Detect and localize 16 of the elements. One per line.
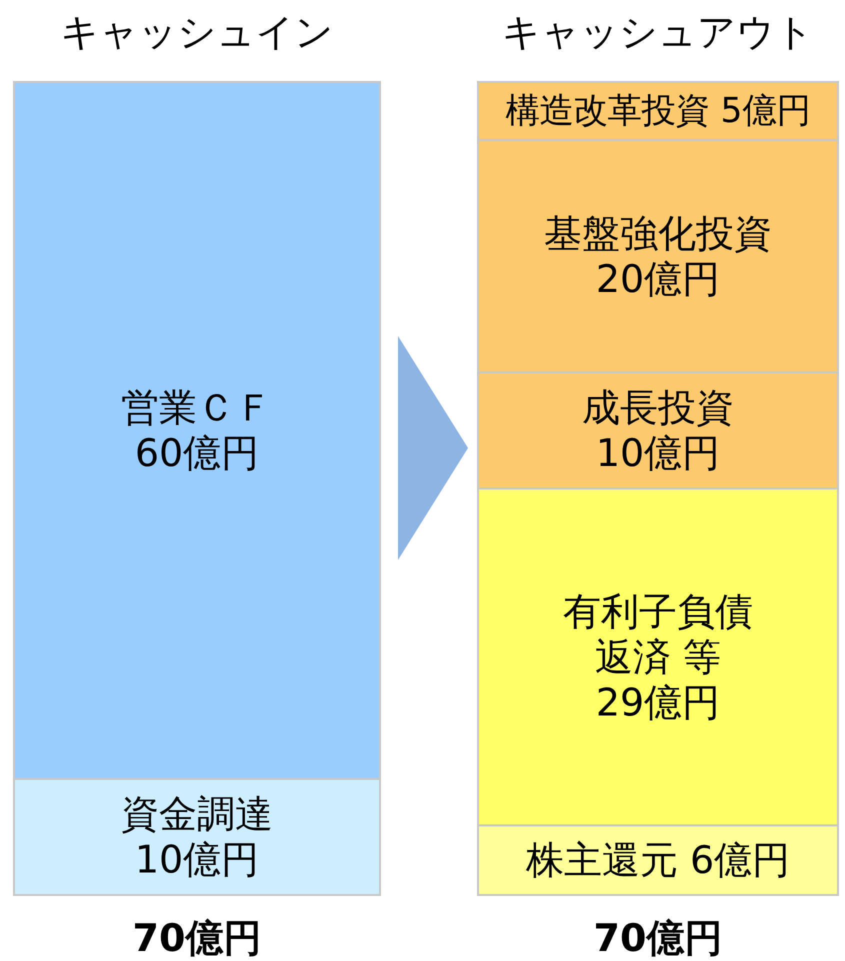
series-label: 成長投資 [582,386,734,430]
total-label: 70億円 [594,916,722,960]
x-tick-label: キャッシュイン [60,10,334,54]
series-label: 営業ＣＦ [121,386,273,430]
data-label: 29億円 [596,680,720,725]
series-label: 資金調達 [121,792,273,836]
x-tick-label: キャッシュアウト [502,10,814,54]
data-label: 20億円 [596,257,720,302]
text: 株主還元 6億円 [526,838,790,882]
data-label: 10億円 [134,838,260,882]
series-label: 基盤強化投資 [544,211,772,256]
total-label: 70億円 [132,916,262,960]
series-label: 有利子負債返済 等 [563,589,753,679]
data-label: 60億円 [134,431,260,476]
text: 構造改革投資 5億円 [506,91,810,132]
data-label: 10億円 [596,431,720,476]
